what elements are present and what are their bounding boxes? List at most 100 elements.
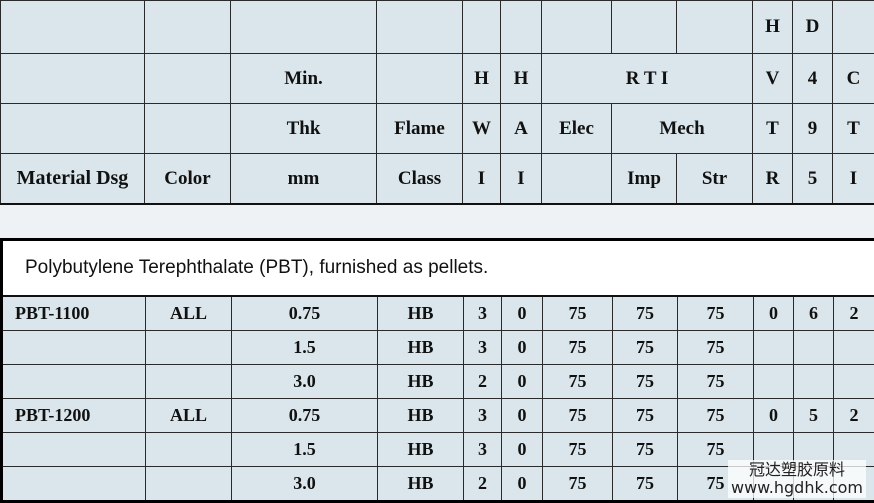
header-d495-9: 9 xyxy=(793,104,833,154)
cell-hai: 0 xyxy=(502,467,543,502)
header-hvtr-h: H xyxy=(753,1,793,54)
cell-hvtr xyxy=(754,331,794,365)
cell-imp: 75 xyxy=(613,296,678,331)
cell-str: 75 xyxy=(678,331,754,365)
header-flame: Flame xyxy=(377,104,463,154)
watermark-line1: 冠达塑胶原料 xyxy=(731,461,863,479)
cell-d495 xyxy=(794,365,834,399)
header-hai-a: A xyxy=(501,104,542,154)
cell-d495: 5 xyxy=(794,399,834,433)
header-hwi-i: I xyxy=(463,154,501,205)
header-hai-i: I xyxy=(501,154,542,205)
cell-thk: 3.0 xyxy=(232,365,378,399)
header-color: Color xyxy=(145,154,231,205)
cell-hai: 0 xyxy=(502,296,543,331)
cell-hwi: 3 xyxy=(464,433,502,467)
cell-flame: HB xyxy=(378,365,464,399)
cell-hai: 0 xyxy=(502,331,543,365)
header-mm: mm xyxy=(231,154,377,205)
header-hwi-h: H xyxy=(463,54,501,104)
header-imp: Imp xyxy=(612,154,677,205)
header-mech: Mech xyxy=(612,104,753,154)
header-cti-c: C xyxy=(833,54,874,104)
cell-hwi: 3 xyxy=(464,331,502,365)
cell-thk: 1.5 xyxy=(232,331,378,365)
header-thk: Thk xyxy=(231,104,377,154)
cell-cti xyxy=(834,365,874,399)
cell-flame: HB xyxy=(378,331,464,365)
header-table: H D Min. H H R T I V 4 C Thk Flame W A E… xyxy=(0,0,874,205)
header-d495-d: D xyxy=(793,1,833,54)
header-hai-h: H xyxy=(501,54,542,104)
cell-hwi: 3 xyxy=(464,296,502,331)
cell-material xyxy=(2,433,146,467)
cell-elec: 75 xyxy=(543,365,613,399)
cell-elec: 75 xyxy=(543,296,613,331)
header-cti-i: I xyxy=(833,154,874,205)
cell-str: 75 xyxy=(678,399,754,433)
cell-hai: 0 xyxy=(502,433,543,467)
cell-material: PBT-1100 xyxy=(2,296,146,331)
cell-elec: 75 xyxy=(543,467,613,502)
cell-hvtr: 0 xyxy=(754,296,794,331)
cell-flame: HB xyxy=(378,296,464,331)
cell-elec: 75 xyxy=(543,399,613,433)
cell-imp: 75 xyxy=(613,365,678,399)
cell-d495: 6 xyxy=(794,296,834,331)
header-hvtr-r: R xyxy=(753,154,793,205)
section-title: Polybutylene Terephthalate (PBT), furnis… xyxy=(2,240,874,297)
header-hvtr-t: T xyxy=(753,104,793,154)
header-cti-t: T xyxy=(833,104,874,154)
cell-elec: 75 xyxy=(543,331,613,365)
cell-material xyxy=(2,365,146,399)
cell-str: 75 xyxy=(678,296,754,331)
cell-thk: 3.0 xyxy=(232,467,378,502)
cell-cti: 2 xyxy=(834,399,874,433)
header-hvtr-v: V xyxy=(753,54,793,104)
cell-material xyxy=(2,467,146,502)
cell-flame: HB xyxy=(378,433,464,467)
cell-color xyxy=(146,433,232,467)
cell-material: PBT-1200 xyxy=(2,399,146,433)
cell-cti: 2 xyxy=(834,296,874,331)
header-elec: Elec xyxy=(542,104,612,154)
header-material: Material Dsg xyxy=(1,154,145,205)
cell-hai: 0 xyxy=(502,399,543,433)
header-d495-5: 5 xyxy=(793,154,833,205)
cell-imp: 75 xyxy=(613,399,678,433)
cell-color: ALL xyxy=(146,399,232,433)
cell-thk: 0.75 xyxy=(232,399,378,433)
cell-hwi: 3 xyxy=(464,399,502,433)
watermark: 冠达塑胶原料 www.hgdhk.com xyxy=(728,460,866,498)
cell-flame: HB xyxy=(378,399,464,433)
header-str: Str xyxy=(677,154,753,205)
cell-material xyxy=(2,331,146,365)
cell-hvtr xyxy=(754,365,794,399)
header-hwi-w: W xyxy=(463,104,501,154)
cell-str: 75 xyxy=(678,365,754,399)
header-min: Min. xyxy=(231,54,377,104)
header-class: Class xyxy=(377,154,463,205)
cell-imp: 75 xyxy=(613,331,678,365)
cell-hwi: 2 xyxy=(464,365,502,399)
cell-thk: 0.75 xyxy=(232,296,378,331)
cell-imp: 75 xyxy=(613,467,678,502)
cell-imp: 75 xyxy=(613,433,678,467)
cell-color xyxy=(146,467,232,502)
header-rti: R T I xyxy=(542,54,753,104)
watermark-line2: www.hgdhk.com xyxy=(731,479,863,497)
cell-cti xyxy=(834,331,874,365)
cell-hwi: 2 xyxy=(464,467,502,502)
cell-hai: 0 xyxy=(502,365,543,399)
cell-thk: 1.5 xyxy=(232,433,378,467)
cell-elec: 75 xyxy=(543,433,613,467)
cell-color: ALL xyxy=(146,296,232,331)
cell-color xyxy=(146,331,232,365)
cell-flame: HB xyxy=(378,467,464,502)
header-d495-4: 4 xyxy=(793,54,833,104)
cell-color xyxy=(146,365,232,399)
